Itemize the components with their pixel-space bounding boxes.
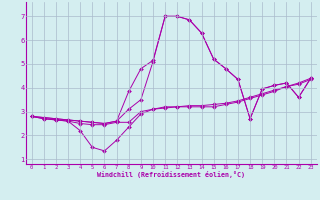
X-axis label: Windchill (Refroidissement éolien,°C): Windchill (Refroidissement éolien,°C) bbox=[97, 171, 245, 178]
